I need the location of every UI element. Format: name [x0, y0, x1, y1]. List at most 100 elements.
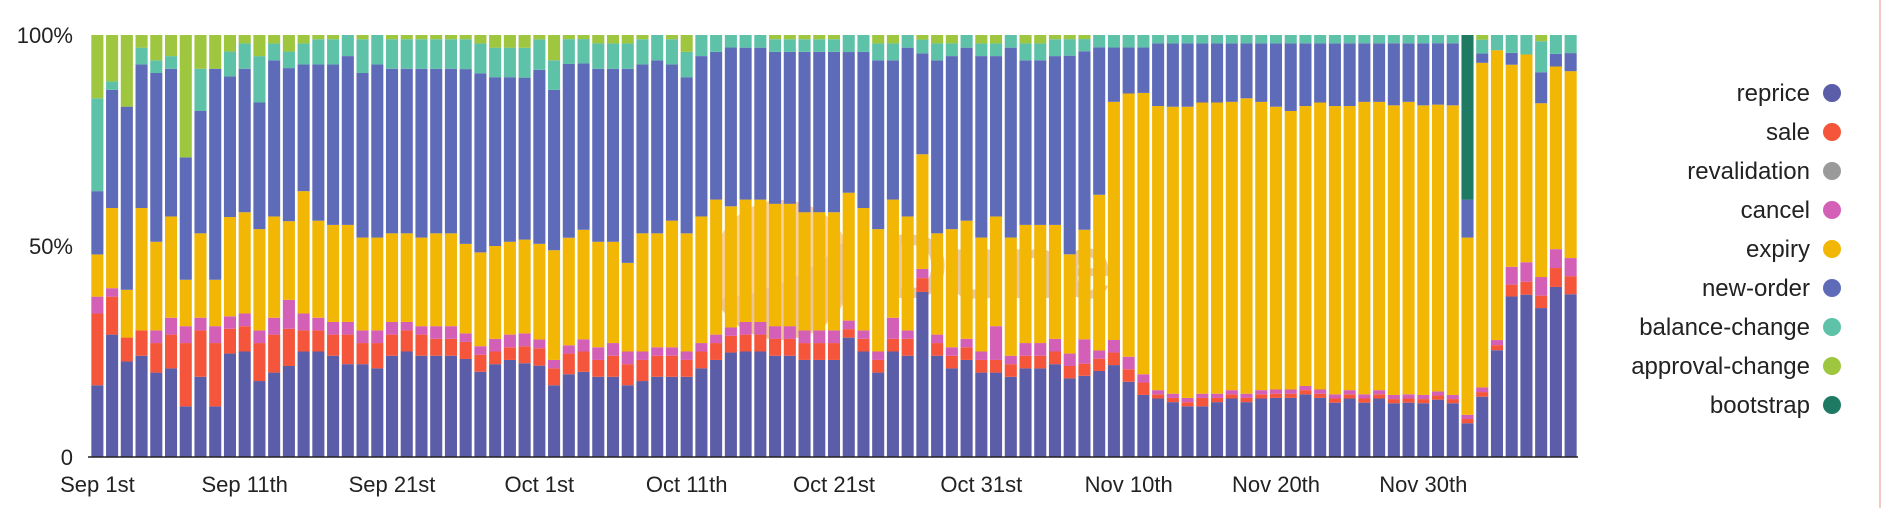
- bar-segment-cancel: [975, 351, 988, 360]
- bar-segment-sale: [1446, 399, 1459, 404]
- bar-segment-expiry: [223, 217, 236, 317]
- bar-segment-approval-change: [223, 35, 236, 52]
- legend-item-new-order[interactable]: new-order: [1702, 275, 1841, 302]
- bar-segment-cancel: [1549, 249, 1562, 269]
- bar-segment-new-order: [769, 51, 782, 204]
- bar-segment-reprice: [209, 406, 222, 457]
- legend-item-approval-change[interactable]: approval-change: [1631, 353, 1841, 380]
- bar-segment-expiry: [268, 216, 281, 318]
- bar-segment-balance-change: [1137, 35, 1150, 48]
- bar-segment-approval-change: [827, 35, 841, 40]
- bar-segment-cancel: [179, 326, 192, 344]
- bar-segment-expiry: [1107, 101, 1120, 341]
- bar-segment-sale: [356, 343, 369, 365]
- bar-segment-reprice: [400, 351, 413, 457]
- bar-segment-expiry: [1299, 106, 1312, 386]
- bar-segment-reprice: [1314, 397, 1327, 457]
- bar-segment-new-order: [1446, 43, 1459, 106]
- bar-segment-expiry: [592, 241, 605, 348]
- bar-segment-new-order: [886, 60, 899, 200]
- legend-item-sale[interactable]: sale: [1766, 119, 1841, 146]
- bar-segment-new-order: [783, 51, 796, 204]
- bar-segment-sale: [253, 343, 266, 382]
- bar-segment-sale: [1269, 393, 1283, 398]
- bar-segment-balance-change: [327, 39, 340, 65]
- bar-segment-expiry: [651, 233, 664, 348]
- bar-segment-expiry: [503, 241, 516, 335]
- bar-segment-balance-change: [518, 47, 531, 78]
- x-tick-label: Sep 11th: [201, 472, 287, 497]
- bar-segment-new-order: [1019, 60, 1032, 225]
- bar-segment-sale: [1107, 352, 1120, 366]
- bar-segment-expiry: [1240, 98, 1253, 394]
- bar-segment-balance-change: [754, 35, 767, 48]
- bar-segment-expiry: [1078, 229, 1091, 340]
- legend-item-cancel[interactable]: cancel: [1741, 197, 1841, 224]
- bar-segment-cancel: [312, 317, 325, 331]
- legend-label: bootstrap: [1710, 392, 1810, 419]
- bar-segment-cancel: [459, 333, 472, 342]
- bar-segment-cancel: [1225, 390, 1238, 395]
- bar-segment-bootstrap: [1461, 35, 1474, 200]
- bar-segment-new-order: [827, 51, 841, 213]
- bar-segment-sale: [1225, 394, 1238, 399]
- bar-segment-sale: [827, 343, 841, 360]
- bar-segment-sale: [562, 353, 575, 375]
- bar-segment-balance-change: [282, 51, 295, 69]
- bar-segment-expiry: [459, 243, 472, 334]
- bar-segment-new-order: [120, 106, 133, 290]
- bar-segment-cancel: [798, 330, 811, 344]
- bar-segment-sale: [606, 355, 620, 377]
- bar-segment-sale: [1343, 394, 1356, 399]
- bar-segment-balance-change: [1181, 35, 1194, 44]
- bar-segment-reprice: [1343, 398, 1356, 457]
- bar-segment-cancel: [872, 351, 885, 360]
- bar-segment-sale: [1299, 390, 1312, 395]
- bar-segment-cancel: [813, 330, 826, 344]
- bar-segment-reprice: [415, 355, 428, 457]
- bar-segment-reprice: [886, 351, 899, 457]
- bar-segment-reprice: [1107, 365, 1120, 457]
- legend-item-balance-change[interactable]: balance-change: [1639, 314, 1841, 341]
- bar-segment-approval-change: [430, 35, 443, 40]
- bar-segment-sale: [1240, 397, 1253, 403]
- bar-segment-cancel: [1240, 393, 1253, 398]
- bar-segment-sale: [1358, 398, 1371, 403]
- bar-segment-approval-change: [91, 35, 104, 99]
- y-axis-ticks: 0 50% 100%: [17, 23, 73, 470]
- legend-item-bootstrap[interactable]: bootstrap: [1710, 392, 1841, 419]
- bar-segment-sale: [1505, 284, 1518, 297]
- bar-segment-cancel: [636, 351, 649, 360]
- legend-item-expiry[interactable]: expiry: [1746, 236, 1841, 263]
- bar-segment-balance-change: [1019, 43, 1032, 61]
- bar-segment-new-order: [592, 68, 605, 242]
- bar-segment-approval-change: [164, 35, 178, 57]
- bar-segment-balance-change: [945, 43, 958, 57]
- bar-segment-reprice: [341, 364, 354, 457]
- bar-segment-expiry: [1225, 101, 1238, 391]
- bar-segment-cancel: [385, 321, 399, 335]
- bar-segment-reprice: [1269, 397, 1283, 457]
- bar-segment-new-order: [695, 56, 708, 217]
- bar-segment-balance-change: [474, 43, 487, 74]
- bar-segment-expiry: [1549, 66, 1562, 250]
- bar-segment-reprice: [327, 355, 340, 457]
- bar-segment-cancel: [1063, 353, 1076, 366]
- bar-segment-balance-change: [1402, 35, 1415, 44]
- bar-segment-reprice: [975, 372, 988, 457]
- bar-segment-expiry: [990, 216, 1003, 327]
- bar-segment-cancel: [1048, 338, 1062, 352]
- bar-segment-reprice: [931, 355, 944, 457]
- bar-segment-reprice: [798, 359, 811, 457]
- bar-segment-sale: [400, 330, 413, 352]
- bar-segment-cancel: [1535, 277, 1548, 296]
- bar-segment-sale: [489, 351, 502, 365]
- legend-item-revalidation[interactable]: revalidation: [1687, 158, 1841, 185]
- bar-segment-expiry: [872, 229, 885, 352]
- bar-segment-cancel: [1255, 390, 1268, 395]
- legend-item-reprice[interactable]: reprice: [1737, 80, 1841, 107]
- bar-segment-balance-change: [356, 39, 369, 73]
- bar-segment-balance-change: [1122, 35, 1135, 48]
- bar-segment-new-order: [606, 68, 620, 242]
- bar-segment-approval-change: [533, 35, 546, 40]
